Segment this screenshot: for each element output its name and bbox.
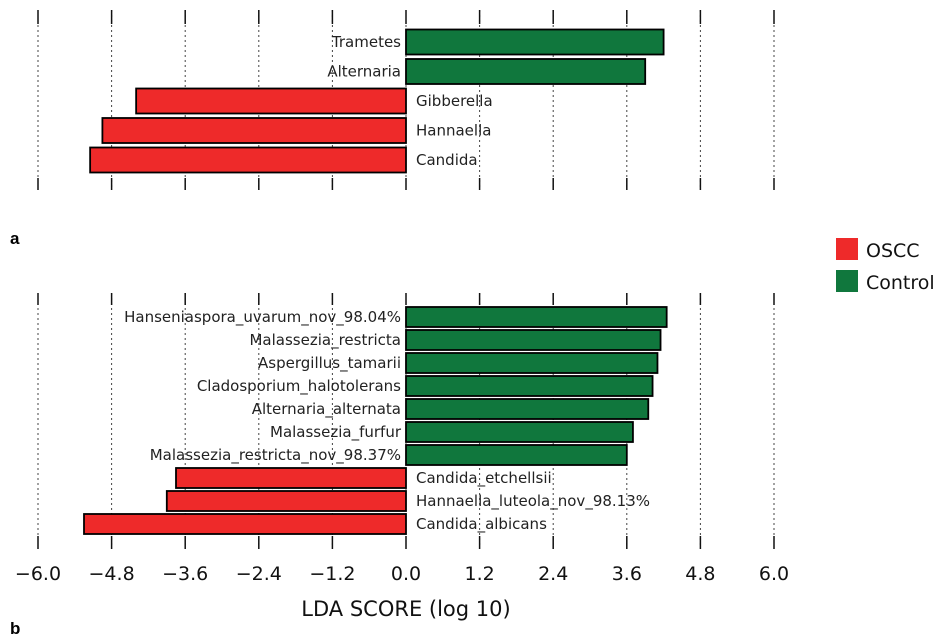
bar-alternaria: [405, 58, 647, 85]
category-label: Candida_albicans: [416, 515, 547, 534]
bars-layer: [83, 28, 668, 535]
x-axis-ticks: −6.0 −4.8 −3.6 −2.4 −1.2 0.0 1.2 2.4 3.6 4.8 6.0: [15, 563, 789, 585]
bar-candida-etchellsii: [175, 467, 407, 489]
panel-label-b: b: [10, 619, 20, 638]
x-tick-label: −4.8: [89, 563, 135, 585]
labels-layer: Trametes Alternaria Gibberella Hannaella Can…: [124, 33, 650, 534]
x-tick-label: −6.0: [15, 563, 61, 585]
category-label: Trametes: [331, 33, 401, 51]
x-tick-label: −3.6: [162, 563, 208, 585]
bar-malassezia-furfur: [405, 421, 634, 443]
x-axis-title: LDA SCORE (log 10): [301, 597, 510, 621]
category-label: Malassezia_restricta_nov_98.37%: [150, 446, 401, 465]
legend-swatch-oscc: [836, 238, 858, 260]
x-tick-label: 3.6: [612, 563, 642, 585]
x-tick-label: 6.0: [759, 563, 789, 585]
bar-alternaria-alternata: [405, 398, 650, 420]
category-label: Hannaella: [416, 122, 491, 140]
bar-trametes: [405, 28, 665, 56]
bar-candida: [89, 146, 407, 174]
x-tick-label: −1.2: [309, 563, 355, 585]
category-label: Gibberella: [416, 92, 493, 110]
bar-cladosporium-halotolerans: [405, 375, 654, 397]
category-label: Hannaella_luteola_nov_98.13%: [416, 492, 650, 511]
legend-label-oscc: OSCC: [866, 240, 920, 262]
category-label: Hanseniaspora_uvarum_nov_98.04%: [124, 308, 401, 327]
category-label: Alternaria_alternata: [252, 400, 401, 419]
x-tick-label: 4.8: [685, 563, 715, 585]
category-label: Malassezia_restricta: [249, 331, 401, 350]
x-tick-label: −2.4: [236, 563, 282, 585]
x-tick-label: 2.4: [538, 563, 568, 585]
bar-aspergillus-tamarii: [405, 352, 659, 374]
bar-malassezia-restricta: [405, 329, 662, 351]
category-label: Malassezia_furfur: [270, 423, 402, 442]
category-label: Candida: [416, 151, 478, 169]
bar-hannaella-luteola-nov-98-13-: [165, 490, 407, 512]
bar-candida-albicans: [83, 513, 407, 535]
bar-hanseniaspora-uvarum-nov-98-04-: [405, 306, 668, 328]
legend: OSCC Control: [836, 238, 935, 294]
category-label: Aspergillus_tamarii: [258, 354, 401, 373]
bar-gibberella: [135, 87, 407, 115]
legend-label-control: Control: [866, 272, 935, 294]
category-label: Cladosporium_halotolerans: [197, 377, 401, 396]
bar-hannaella: [101, 117, 407, 144]
panel-label-a: a: [10, 229, 20, 248]
category-label: Alternaria: [327, 63, 401, 81]
legend-swatch-control: [836, 270, 858, 292]
x-tick-label: 0.0: [391, 563, 421, 585]
category-label: Candida_etchellsii: [416, 469, 552, 488]
bar-malassezia-restricta-nov-98-37-: [405, 444, 628, 466]
x-tick-label: 1.2: [464, 563, 494, 585]
